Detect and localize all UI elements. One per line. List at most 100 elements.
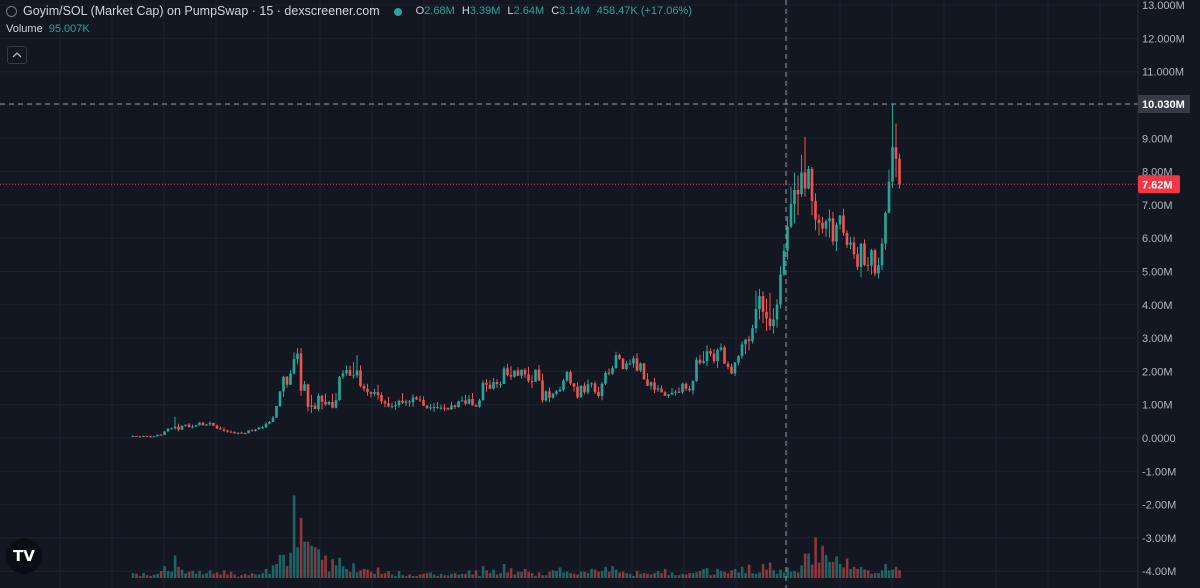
volume-bar: [264, 568, 268, 578]
volume-bar: [681, 573, 684, 578]
candle: [789, 186, 793, 229]
volume-bar: [373, 573, 376, 578]
volume-bar: [786, 567, 789, 578]
volume-bar: [898, 570, 901, 578]
candle: [222, 427, 226, 432]
candle-body: [257, 427, 261, 430]
candle-body: [740, 344, 744, 357]
candle: [635, 353, 639, 372]
candle-body: [380, 395, 383, 402]
candle: [775, 299, 779, 328]
candle: [366, 383, 369, 396]
volume-bar: [740, 566, 744, 578]
candle: [562, 378, 565, 392]
candle-body: [660, 388, 663, 393]
candle-body: [880, 243, 884, 266]
candle: [758, 288, 761, 320]
candle: [296, 348, 299, 365]
candle-body: [495, 382, 499, 385]
volume-bar: [425, 573, 429, 578]
volume-bar: [131, 573, 135, 578]
candle-body: [600, 383, 604, 397]
current-price-label: 7.62M: [1142, 179, 1173, 191]
candle: [264, 422, 268, 429]
volume-bar: [894, 566, 898, 578]
candle: [712, 349, 716, 364]
candle-body: [562, 380, 565, 390]
candle-body: [173, 426, 177, 429]
volume-bar: [485, 570, 488, 578]
tradingview-logo[interactable]: TV: [6, 538, 42, 574]
candle: [205, 424, 208, 427]
candle-body: [842, 215, 845, 233]
volume-bar: [411, 575, 415, 578]
collapse-legend-button[interactable]: [7, 46, 27, 64]
candle: [310, 394, 313, 414]
candle: [138, 436, 142, 438]
candle-body: [404, 401, 408, 403]
candle-body: [222, 429, 226, 431]
volume-bar: [271, 565, 275, 578]
candle-body: [716, 349, 719, 362]
volume-bar: [429, 572, 432, 578]
candle-body: [446, 408, 450, 410]
candle-body: [681, 383, 684, 393]
volume-bar: [348, 571, 352, 578]
volume-bar: [317, 549, 320, 578]
volume-bar: [653, 573, 656, 578]
price-tick-label: 3.00M: [1142, 333, 1173, 345]
candle-body: [415, 397, 418, 400]
candle: [723, 345, 726, 364]
volume-bar: [338, 557, 341, 578]
candle: [548, 387, 551, 403]
candle: [653, 378, 656, 394]
candle: [292, 352, 296, 375]
volume-bar: [530, 573, 534, 578]
volume-bar: [597, 571, 600, 578]
candle: [485, 379, 488, 392]
candle: [786, 216, 789, 260]
candle-body: [478, 400, 481, 407]
candle-body: [646, 379, 649, 386]
candle: [821, 216, 824, 234]
candle: [667, 394, 670, 399]
candle-body: [502, 368, 506, 385]
volume-bar: [555, 571, 558, 578]
price-tick-label: 1.00M: [1142, 400, 1173, 412]
candle: [572, 383, 576, 392]
candle: [674, 389, 677, 396]
volume-bar: [824, 554, 828, 578]
candle: [779, 266, 782, 309]
candle: [852, 236, 856, 259]
candle-body: [170, 428, 173, 430]
volume-bar: [859, 566, 863, 578]
candle: [768, 292, 772, 331]
candle-body: [586, 384, 590, 393]
price-axis[interactable]: 13.000M12.000M11.000M10.000M9.00M8.00M7.…: [1137, 0, 1200, 588]
volume-bar: [765, 569, 768, 578]
candle: [446, 407, 450, 411]
candle: [579, 385, 583, 398]
crosshair-price-badge: [1138, 95, 1190, 114]
candle-body: [810, 168, 814, 201]
candle-body: [831, 218, 835, 242]
candle-body: [523, 369, 527, 375]
candle-body: [411, 397, 415, 403]
candle: [719, 343, 723, 352]
candle-body: [264, 423, 268, 428]
candle: [191, 424, 194, 429]
volume-bar: [586, 573, 590, 578]
candle: [835, 222, 838, 252]
volume-bar: [614, 569, 618, 578]
candle-body: [352, 375, 355, 377]
candle-body: [474, 405, 478, 407]
volume-bar: [551, 570, 555, 578]
candle: [278, 391, 282, 408]
candle: [716, 348, 719, 369]
candle-body: [894, 147, 898, 159]
candle: [439, 404, 443, 410]
candle: [152, 436, 156, 438]
candle-body: [691, 381, 695, 391]
candle: [250, 429, 254, 432]
